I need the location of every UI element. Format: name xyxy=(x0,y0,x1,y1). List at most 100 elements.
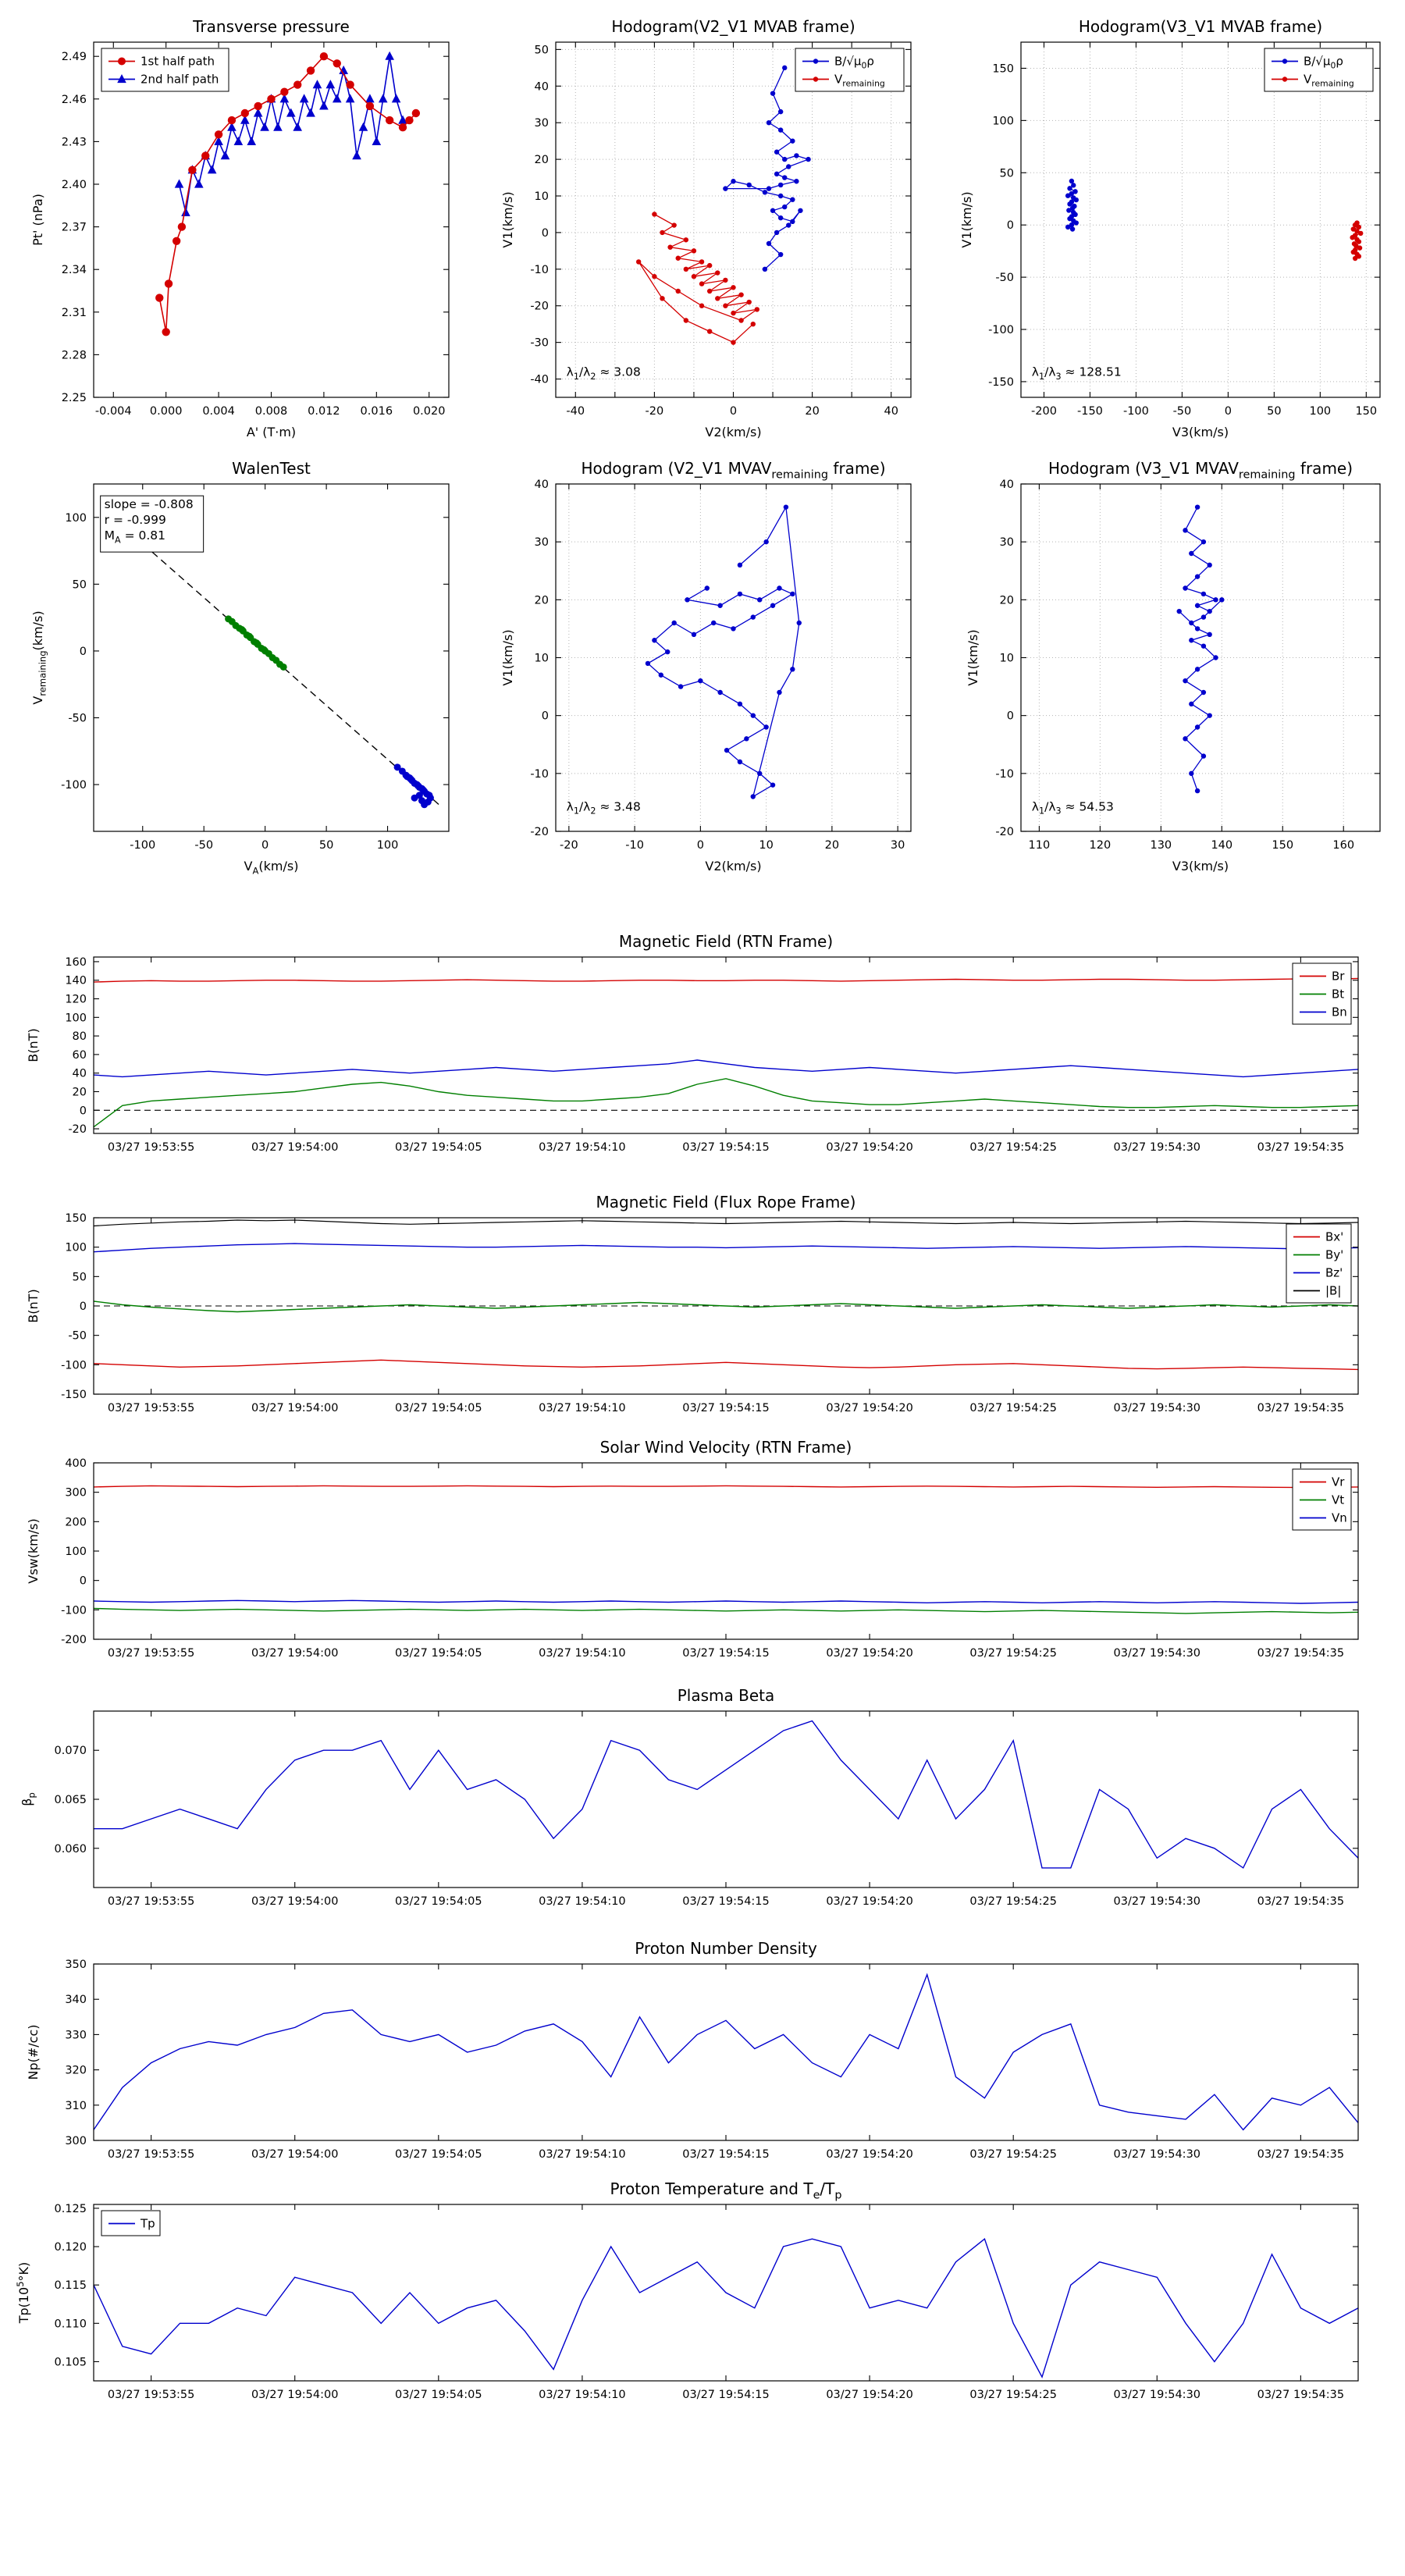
series-1st half path xyxy=(158,55,417,333)
x-tick-label: 03/27 19:54:25 xyxy=(969,1141,1057,1154)
y-tick-label: 2.40 xyxy=(62,179,87,191)
y-tick-label: -20 xyxy=(68,1123,87,1136)
chart-proton-temperature: 03/27 19:53:55 03/27 19:54:00 03/27 19:54:… xyxy=(15,2179,1359,2401)
y-tick-label: 310 xyxy=(65,2100,87,2112)
y-tick-label: -10 xyxy=(995,768,1014,781)
y-tick-label: 100 xyxy=(65,512,87,525)
x-tick-label: -20 xyxy=(646,405,664,418)
x-tick-label: 03/27 19:53:55 xyxy=(108,1141,195,1154)
y-tick-label: -50 xyxy=(68,713,87,725)
x-tick-label: 130 xyxy=(1150,839,1172,852)
y-tick-label: 0 xyxy=(542,710,549,723)
x-tick-label: 03/27 19:54:05 xyxy=(395,1402,482,1414)
x-tick-label: 0.008 xyxy=(255,405,288,418)
x-tick-label: 03/27 19:54:30 xyxy=(1114,1895,1201,1908)
legend-label: |B| xyxy=(1325,1284,1341,1298)
x-tick-label: -100 xyxy=(1123,405,1149,418)
chart-title: Hodogram(V3_V1 MVAB frame) xyxy=(1079,17,1322,36)
x-tick-label: 03/27 19:53:55 xyxy=(108,1647,195,1660)
y-axis-label: V1(km/s) xyxy=(500,191,515,247)
x-tick-label: 0.016 xyxy=(361,405,393,418)
x-tick-label: 150 xyxy=(1272,839,1293,852)
y-tick-label: 20 xyxy=(535,154,549,166)
y-axis-label: Vsw(km/s) xyxy=(26,1518,41,1583)
legend-label: Vr xyxy=(1332,1475,1345,1489)
x-tick-label: 50 xyxy=(1267,405,1281,418)
x-tick-label: 03/27 19:54:10 xyxy=(539,1647,626,1660)
y-tick-label: 10 xyxy=(535,653,549,665)
legend-label: Vn xyxy=(1332,1511,1347,1525)
chart-title: Proton Number Density xyxy=(635,1939,817,1958)
y-tick-label: 100 xyxy=(992,115,1014,127)
y-tick-label: 100 xyxy=(65,1546,87,1558)
x-tick-label: 03/27 19:54:00 xyxy=(251,1647,339,1660)
x-tick-label: 03/27 19:54:10 xyxy=(539,1141,626,1154)
y-tick-label: 2.46 xyxy=(62,94,87,106)
legend-label: 2nd half path xyxy=(140,73,219,87)
x-tick-label: 03/27 19:54:00 xyxy=(251,1895,339,1908)
y-tick-label: -10 xyxy=(530,768,549,781)
y-tick-label: 2.31 xyxy=(62,307,87,319)
series-beta xyxy=(94,1720,1359,1869)
y-tick-label: -50 xyxy=(995,272,1014,284)
y-tick-label: 0.115 xyxy=(54,2279,87,2292)
y-tick-label: -150 xyxy=(988,376,1014,389)
x-tick-label: 20 xyxy=(805,405,819,418)
chart-hodogram-v2v1-mvav: -20 -10 0 10 20 30 -20 -10 0 10 20 30 40 Hodogram (V2… xyxy=(500,459,912,873)
x-tick-label: 03/27 19:54:05 xyxy=(395,1141,482,1154)
y-tick-label: -20 xyxy=(530,826,549,838)
x-tick-label: 03/27 19:54:15 xyxy=(682,1402,770,1414)
x-tick-label: -50 xyxy=(194,839,213,852)
y-tick-label: 40 xyxy=(1000,479,1014,491)
series-V xyxy=(646,505,800,798)
x-tick-label: 100 xyxy=(1309,405,1331,418)
x-tick-label: 03/27 19:54:20 xyxy=(826,2389,913,2401)
series-Bn xyxy=(93,1059,1359,1078)
y-tick-label: 2.37 xyxy=(62,222,87,234)
chart-title: Magnetic Field (RTN Frame) xyxy=(619,932,833,951)
x-axis-label: V3(km/s) xyxy=(1172,859,1229,873)
x-tick-label: 03/27 19:54:10 xyxy=(539,2148,626,2161)
x-tick-label: -150 xyxy=(1077,405,1103,418)
annotation: λ1/λ2 ≈ 3.08 xyxy=(567,365,641,382)
legend: Bx' By' Bz' |B| xyxy=(1286,1223,1352,1304)
x-tick-label: 03/27 19:54:20 xyxy=(826,1895,913,1908)
y-tick-label: 0 xyxy=(80,1575,87,1588)
x-axis-label: V2(km/s) xyxy=(705,859,761,873)
x-tick-label: 0.004 xyxy=(202,405,235,418)
x-tick-label: 03/27 19:54:35 xyxy=(1257,2148,1345,2161)
x-tick-label: 03/27 19:54:00 xyxy=(251,1141,339,1154)
chart-title: Hodogram (V2_V1 MVAVremaining frame) xyxy=(581,459,885,482)
series-Bt xyxy=(93,1078,1359,1128)
x-tick-label: 03/27 19:54:00 xyxy=(251,2148,339,2161)
y-tick-label: 0 xyxy=(1007,710,1014,723)
chart-hodogram-v2v1-mvab: -40 -20 0 20 40 -40 -30 -20 -10 0 10 20 30 40 50 Hodogr… xyxy=(500,17,912,439)
y-tick-label: 300 xyxy=(65,2135,87,2147)
legend-label: Vt xyxy=(1332,1493,1344,1507)
y-tick-label: 320 xyxy=(65,2065,87,2077)
x-tick-label: 110 xyxy=(1029,839,1051,852)
y-tick-label: 50 xyxy=(73,1271,87,1283)
y-tick-label: 40 xyxy=(73,1068,87,1080)
y-axis-label: βp xyxy=(20,1792,37,1806)
y-tick-label: 400 xyxy=(65,1457,87,1470)
y-tick-label: -100 xyxy=(61,1604,87,1617)
chart-hodogram-v3v1-mvav: 110 120 130 140 150 160 -20 -10 0 10 20 30 40 Hodogra… xyxy=(966,459,1381,873)
annotation: λ1/λ3 ≈ 54.53 xyxy=(1032,799,1114,816)
y-tick-label: 80 xyxy=(73,1030,87,1043)
x-tick-label: 03/27 19:54:10 xyxy=(539,2389,626,2401)
x-tick-label: 03/27 19:54:30 xyxy=(1114,1647,1201,1660)
x-tick-label: -10 xyxy=(625,839,644,852)
x-tick-label: 03/27 19:54:00 xyxy=(251,2389,339,2401)
chart-title: Magnetic Field (Flux Rope Frame) xyxy=(596,1193,856,1212)
x-tick-label: 03/27 19:54:05 xyxy=(395,2389,482,2401)
series-Bx' xyxy=(93,1359,1359,1371)
x-tick-label: 03/27 19:54:30 xyxy=(1114,2389,1201,2401)
y-tick-label: 0.060 xyxy=(54,1843,87,1856)
y-tick-label: 0 xyxy=(1007,219,1014,232)
x-tick-label: 03/27 19:54:30 xyxy=(1114,1141,1201,1154)
y-tick-label: 120 xyxy=(65,994,87,1006)
x-tick-label: 120 xyxy=(1090,839,1112,852)
x-axis-label: V3(km/s) xyxy=(1172,425,1229,439)
